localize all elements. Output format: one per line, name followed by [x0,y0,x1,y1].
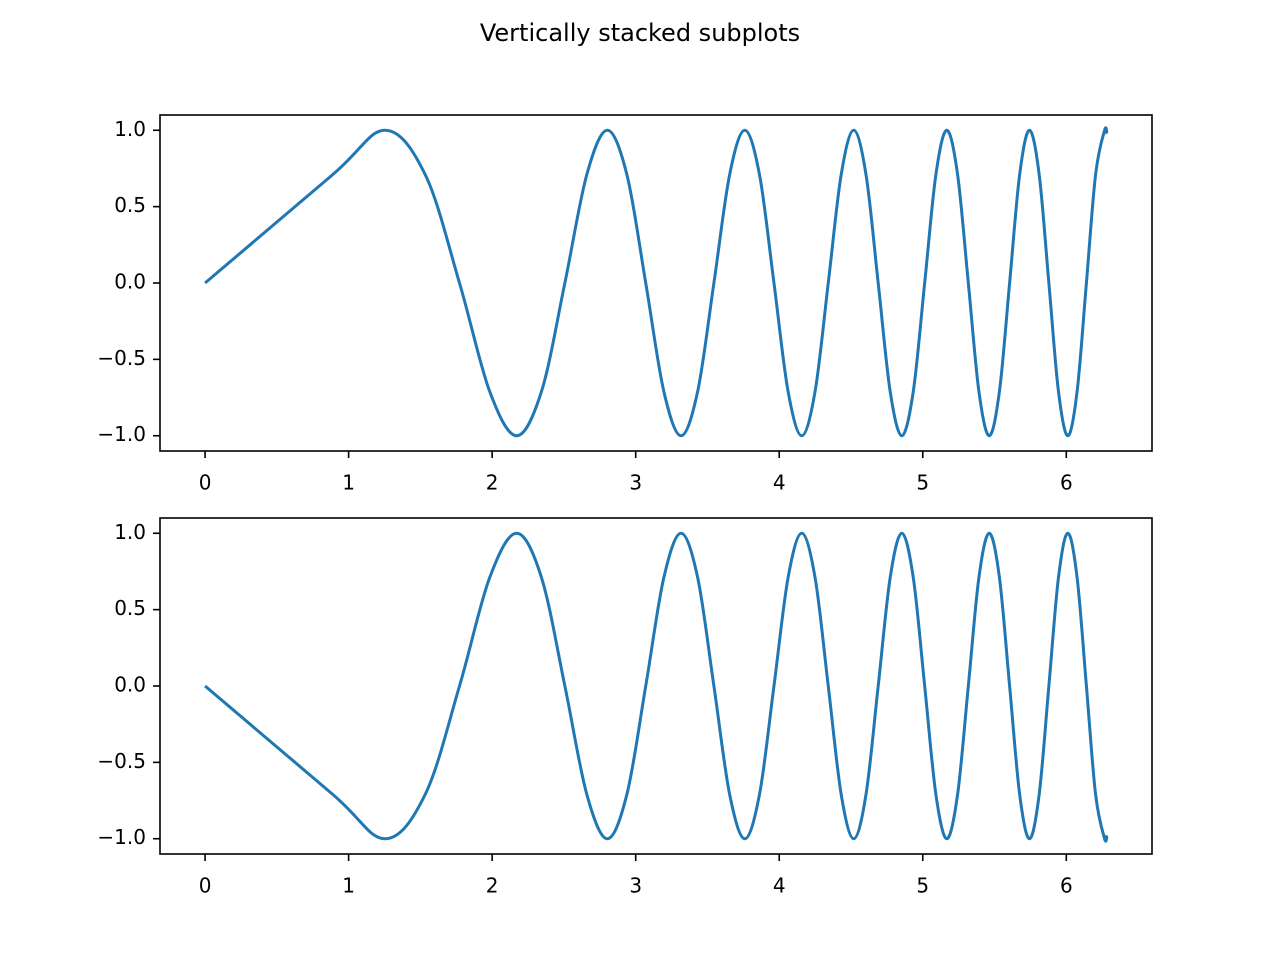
y-tick-label: −1.0 [97,825,146,849]
y-tick-label: −1.0 [97,422,146,446]
x-tick-label: 3 [629,471,642,495]
x-tick-label: 6 [1060,874,1073,898]
x-tick-label: 5 [916,874,929,898]
x-tick-label: 1 [342,471,355,495]
x-tick-label: 4 [773,874,786,898]
line-series [204,531,1109,843]
y-tick-label: −0.5 [97,346,146,370]
y-tick-label: 1.0 [114,117,146,141]
y-tick-label: 0.0 [114,270,146,294]
y-tick-label: 0.0 [114,673,146,697]
x-tick-label: 2 [486,471,499,495]
line-series [204,126,1109,438]
x-tick-label: 5 [916,471,929,495]
x-tick-label: 4 [773,471,786,495]
x-tick-label: 1 [342,874,355,898]
y-tick-label: 0.5 [114,193,146,217]
y-tick-label: 1.0 [114,520,146,544]
figure-title: Vertically stacked subplots [480,19,800,47]
x-tick-label: 0 [199,471,212,495]
y-tick-label: 0.5 [114,596,146,620]
x-tick-label: 0 [199,874,212,898]
x-tick-label: 2 [486,874,499,898]
y-tick-label: −0.5 [97,749,146,773]
x-tick-label: 3 [629,874,642,898]
x-tick-label: 6 [1060,471,1073,495]
